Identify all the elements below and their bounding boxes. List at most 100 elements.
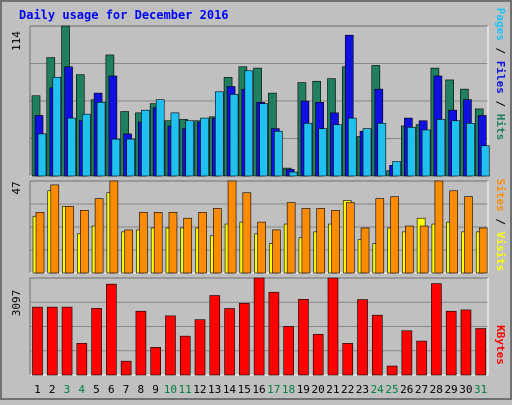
sites-bar [35,212,45,274]
day-label: 18 [282,383,295,396]
kbytes-bar [135,310,147,376]
pages-bar [407,127,416,177]
sites-bar [345,202,355,274]
pages-bar [347,117,357,177]
pages-bar [392,161,401,177]
kbytes-bar [150,347,161,376]
sites-bar [390,196,399,274]
sites-bar [242,192,252,274]
day-label: 9 [152,383,159,396]
day-label: 16 [252,383,265,396]
kbytes-bar [445,310,457,376]
day-labels: 1 2 3 4 5 6 7 8 9 10 11 12 13 14 15 16 17 18 19 20 21 22 23 24 2… [34,383,487,396]
day-label: 20 [311,383,324,396]
day-label: 19 [297,383,310,396]
kbytes-bar [106,283,117,376]
ylabel-separator: / [494,41,507,61]
sites-bar [257,221,266,274]
pages-bar [318,128,328,177]
pages-bar [126,138,135,177]
sites-bar [65,206,74,274]
sites-bar [419,225,429,274]
day-label: 28 [430,383,443,396]
chart-title: Daily usage for December 2016 [19,8,229,22]
day-label: 21 [326,383,339,396]
day-label: 4 [78,383,85,396]
kbytes-bar [312,333,324,376]
kbytes-bar [120,360,132,376]
kbytes-bar [431,283,442,376]
kbytes-bar [342,343,354,376]
pages-bar [141,109,150,177]
sites-bar [94,198,104,274]
sites-bar [50,184,60,274]
sites-bar [464,196,473,274]
ylabel-kbytes-wrap: KBytes [494,325,507,365]
pages-bar [451,120,460,177]
pages-bar [362,128,372,177]
pages-bar [37,133,47,177]
sites-bar [478,227,488,274]
day-label: 8 [137,383,144,396]
sites-bar [80,210,89,274]
ytick-max-hits: 114 [10,31,23,51]
day-label: 22 [341,383,354,396]
kbytes-bar [386,365,398,376]
ylabel-hits: Hits [494,114,507,141]
day-label: 29 [444,383,457,396]
kbytes-bar [475,328,487,376]
pages-bar [274,130,283,177]
kbytes-bar [239,302,250,376]
kbytes-bar [224,308,235,376]
svg-text:Sites / Visits: Sites / Visits [494,179,507,272]
pages-bar [214,91,224,177]
sites-bar [168,212,178,274]
pages-bar [111,138,121,177]
ylabel-separator: / [494,94,507,114]
sites-bar [331,210,340,274]
ylabel-visits: Visits [494,232,507,272]
sites-bar [124,229,133,274]
pages-bar [200,117,209,177]
kbytes-bar [61,306,73,376]
day-label: 10 [164,383,177,396]
day-label: 2 [49,383,56,396]
pages-bar [155,99,165,177]
sites-bar [434,180,444,274]
kbytes-bar [460,309,472,376]
kbytes-bar [327,277,339,376]
kbytes-bar [165,315,176,376]
sites-bar [316,208,326,274]
pages-bar [185,120,195,177]
day-label: 25 [385,383,398,396]
kbytes-bar [268,291,280,376]
day-label: 30 [459,383,472,396]
day-label: 13 [208,383,221,396]
svg-text:Pages / Files / Hits: Pages / Files / Hits [494,8,507,141]
ytick-max-kbytes: 3097 [10,290,23,317]
pages-bar [288,171,298,177]
sites-bar [375,198,385,274]
sites-bar [272,229,281,274]
day-label: 27 [415,383,428,396]
sites-bar [139,212,148,274]
pages-bar [436,119,446,177]
sites-bar [449,190,458,274]
pages-bar [259,103,268,177]
day-label: 1 [34,383,41,396]
day-label: 31 [474,383,487,396]
kbytes-bar [179,335,191,376]
kbytes-panel [29,277,489,376]
kbytes-bar [372,314,383,376]
ylabel-pages-files-hits: Pages / Files / Hits [494,8,507,141]
sites-bar [405,225,414,274]
day-label: 5 [93,383,100,396]
day-label: 15 [238,383,251,396]
kbytes-bar [46,306,58,376]
ylabel-separator: / [494,212,507,232]
sites-bar [286,202,296,274]
pages-bar [377,123,387,177]
kbytes-bar [253,277,265,376]
